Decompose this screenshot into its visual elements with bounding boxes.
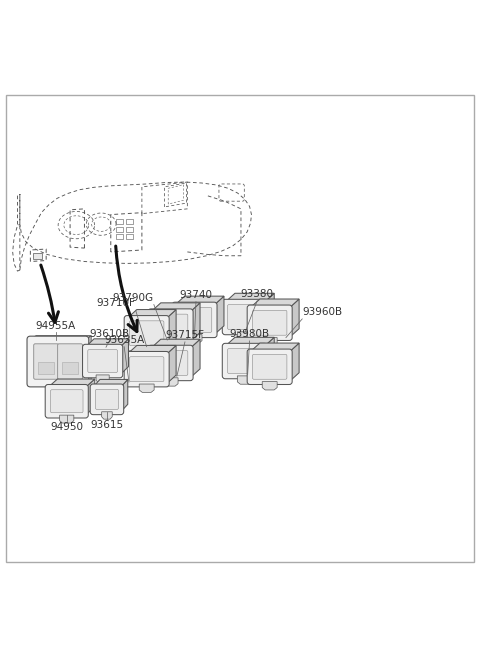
Polygon shape [262,338,277,346]
FancyBboxPatch shape [83,344,123,378]
FancyBboxPatch shape [228,349,262,373]
Polygon shape [264,337,274,376]
FancyBboxPatch shape [222,344,267,378]
Text: 93740: 93740 [180,290,213,300]
Polygon shape [85,339,129,347]
Text: 93960B: 93960B [302,307,342,317]
Polygon shape [60,415,74,423]
FancyBboxPatch shape [45,384,88,418]
Polygon shape [166,309,176,348]
Polygon shape [121,380,128,412]
Polygon shape [48,379,95,388]
Polygon shape [289,343,299,382]
Polygon shape [250,343,299,352]
Polygon shape [166,346,176,384]
FancyBboxPatch shape [130,357,164,382]
Polygon shape [187,334,202,343]
Polygon shape [237,332,252,340]
Bar [126,234,133,240]
FancyBboxPatch shape [247,305,292,340]
Text: 93790G: 93790G [113,292,154,303]
FancyBboxPatch shape [252,310,287,335]
Text: 93980B: 93980B [229,329,270,339]
FancyBboxPatch shape [88,350,118,373]
FancyBboxPatch shape [124,315,169,351]
Text: 94950: 94950 [50,422,83,432]
FancyBboxPatch shape [58,344,83,379]
Bar [116,234,123,240]
FancyBboxPatch shape [27,336,89,387]
Text: 93635A: 93635A [104,335,144,345]
Polygon shape [102,412,112,419]
Polygon shape [190,303,200,342]
Bar [38,362,54,374]
Polygon shape [262,382,277,390]
Text: 94955A: 94955A [36,321,76,331]
Polygon shape [175,296,224,305]
Polygon shape [85,336,91,384]
FancyBboxPatch shape [148,309,193,344]
Text: 93615: 93615 [90,420,123,430]
Text: 93715F: 93715F [166,330,204,340]
Polygon shape [264,293,274,332]
FancyBboxPatch shape [96,390,119,409]
Text: 93380: 93380 [241,289,274,299]
Bar [116,219,123,224]
Text: 93610B: 93610B [90,329,130,339]
Polygon shape [237,376,252,384]
Polygon shape [85,379,95,415]
Text: 93710F: 93710F [97,298,136,308]
FancyBboxPatch shape [177,307,212,332]
FancyBboxPatch shape [34,344,59,379]
Bar [33,253,42,259]
Bar [126,219,133,224]
Polygon shape [96,375,109,383]
Polygon shape [151,339,200,348]
Polygon shape [214,296,224,334]
FancyBboxPatch shape [252,354,287,379]
Polygon shape [225,293,274,302]
FancyBboxPatch shape [50,390,83,413]
FancyBboxPatch shape [90,384,124,415]
FancyBboxPatch shape [154,314,188,339]
FancyBboxPatch shape [172,302,217,338]
FancyBboxPatch shape [154,351,188,375]
Bar [116,227,123,232]
Polygon shape [190,339,200,378]
FancyBboxPatch shape [124,351,169,387]
FancyBboxPatch shape [222,300,267,334]
Polygon shape [250,299,299,308]
Polygon shape [127,309,176,319]
Polygon shape [163,342,178,350]
Polygon shape [225,337,274,346]
Polygon shape [127,346,176,354]
Polygon shape [139,384,154,392]
FancyBboxPatch shape [247,349,292,384]
Polygon shape [120,339,129,375]
Polygon shape [163,378,178,386]
Polygon shape [151,303,200,312]
Bar [62,362,78,374]
FancyBboxPatch shape [228,305,262,329]
Bar [126,227,133,232]
FancyBboxPatch shape [148,345,193,380]
Polygon shape [289,299,299,338]
Polygon shape [93,380,128,387]
Polygon shape [30,336,91,340]
Polygon shape [139,348,154,357]
FancyBboxPatch shape [130,321,164,346]
